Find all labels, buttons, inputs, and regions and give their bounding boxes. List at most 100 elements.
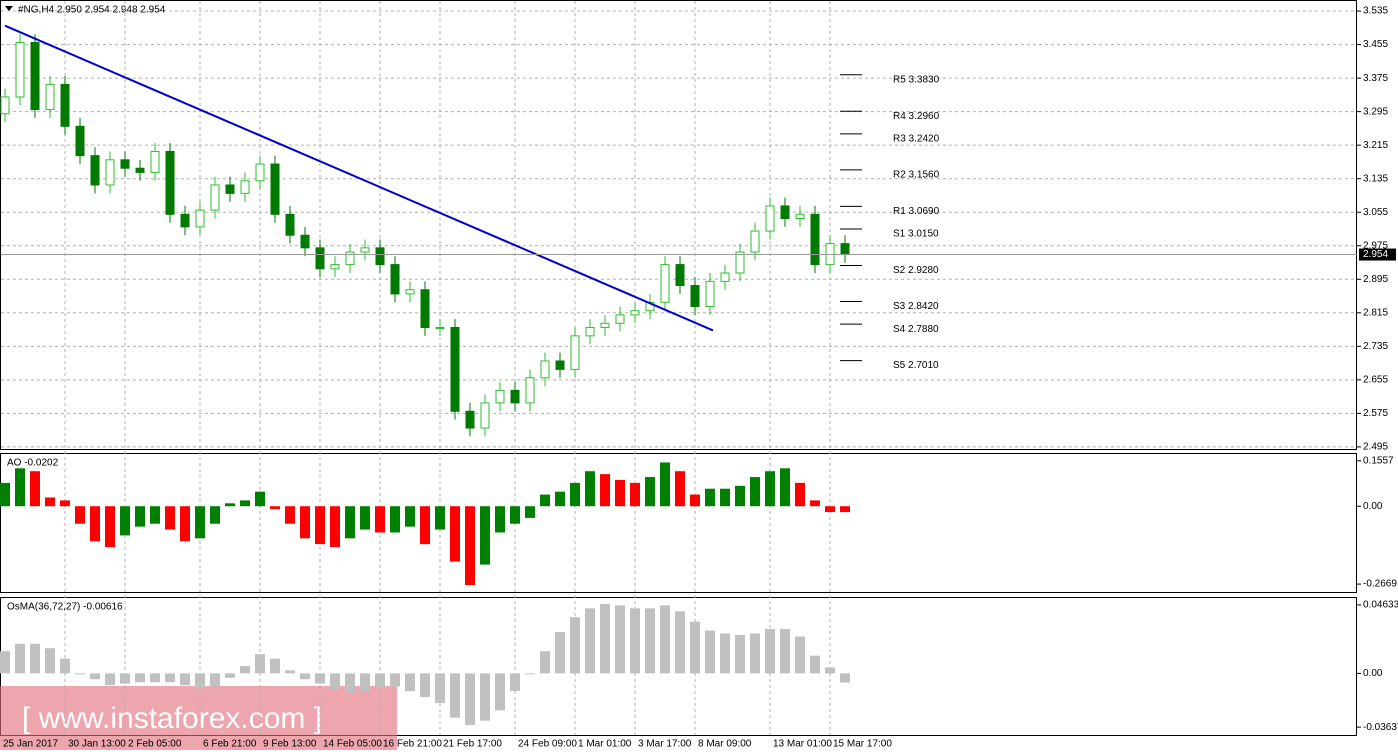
histogram-bar bbox=[450, 673, 460, 718]
candle-body bbox=[315, 247, 325, 270]
histogram-bar bbox=[585, 471, 595, 507]
histogram-bar bbox=[75, 673, 85, 675]
histogram-bar bbox=[30, 643, 40, 674]
histogram-bar bbox=[255, 491, 265, 507]
panel-title: OsMA(36,72,27) -0.00616 bbox=[7, 602, 123, 613]
candle-body bbox=[750, 230, 760, 253]
candle-body bbox=[60, 83, 70, 127]
histogram-bar bbox=[840, 506, 850, 513]
histogram-bar bbox=[765, 629, 775, 674]
pivot-label: S5 2.7010 bbox=[893, 360, 939, 371]
pivot-label: R3 3.2420 bbox=[893, 133, 940, 144]
y-tick-label: 3.135 bbox=[1363, 173, 1388, 184]
pivot-label: S4 2.7880 bbox=[893, 324, 939, 335]
histogram-bar bbox=[150, 506, 160, 524]
histogram-bar bbox=[225, 503, 235, 507]
histogram-bar bbox=[600, 474, 610, 507]
candle-body bbox=[300, 234, 310, 249]
histogram-bar bbox=[615, 605, 625, 674]
candle-body bbox=[180, 213, 190, 228]
y-tick-label: 3.455 bbox=[1363, 39, 1388, 50]
candle-body bbox=[720, 272, 730, 282]
histogram-bar bbox=[360, 506, 370, 530]
candle-body bbox=[570, 335, 580, 370]
y-tick-label: 2.895 bbox=[1363, 274, 1388, 285]
menu-arrow[interactable] bbox=[5, 6, 13, 11]
histogram-bar bbox=[705, 630, 715, 674]
pivot-label: R5 3.3830 bbox=[893, 74, 940, 85]
y-tick-label: 3.375 bbox=[1363, 73, 1388, 84]
candle-body bbox=[675, 264, 685, 287]
histogram-bar bbox=[585, 608, 595, 674]
histogram-bar bbox=[45, 497, 55, 507]
watermark: [ www.instaforex.com ] bbox=[22, 702, 322, 735]
candle-body bbox=[375, 247, 385, 266]
histogram-bar bbox=[780, 468, 790, 507]
pivot-label: R1 3.0690 bbox=[893, 206, 940, 217]
y-tick-label: 3.535 bbox=[1363, 6, 1388, 17]
pivot-label: S3 2.8420 bbox=[893, 301, 939, 312]
y-tick-label: 3.295 bbox=[1363, 106, 1388, 117]
x-tick-label: 30 Jan 13:00 bbox=[68, 739, 126, 750]
trend-line bbox=[4, 24, 714, 332]
candle-body bbox=[600, 322, 610, 328]
candle-body bbox=[15, 41, 25, 98]
watermark-box bbox=[0, 686, 397, 750]
histogram-bar bbox=[525, 506, 535, 518]
histogram-bar bbox=[360, 673, 370, 692]
histogram-bar bbox=[0, 482, 10, 507]
candle-body bbox=[840, 243, 850, 256]
candle-body bbox=[150, 150, 160, 173]
histogram-bar bbox=[570, 482, 580, 507]
candle-body bbox=[540, 360, 550, 379]
histogram-bar bbox=[30, 471, 40, 507]
x-tick-label: 15 Mar 17:00 bbox=[833, 739, 892, 750]
last-price-box bbox=[1359, 248, 1396, 261]
histogram-bar bbox=[705, 488, 715, 507]
candle-body bbox=[615, 314, 625, 324]
y-tick-label: 2.735 bbox=[1363, 341, 1388, 352]
histogram-bar bbox=[675, 611, 685, 674]
histogram-bar bbox=[645, 477, 655, 507]
histogram-bar bbox=[405, 673, 415, 692]
candle-body bbox=[345, 251, 355, 266]
histogram-bar bbox=[270, 658, 280, 674]
histogram-bar bbox=[15, 468, 25, 507]
histogram-bar bbox=[135, 506, 145, 527]
histogram-bar bbox=[345, 673, 355, 693]
candle-body bbox=[75, 125, 85, 157]
histogram-bar bbox=[540, 494, 550, 507]
x-tick-label: 16 Feb 21:00 bbox=[383, 739, 442, 750]
histogram-bar bbox=[420, 673, 430, 698]
ao-panel bbox=[0, 453, 1357, 593]
candle-body bbox=[480, 402, 490, 429]
histogram-bar bbox=[105, 673, 115, 686]
histogram-bar bbox=[165, 506, 175, 530]
histogram-bar bbox=[735, 485, 745, 507]
candle-body bbox=[135, 167, 145, 173]
candle-body bbox=[420, 289, 430, 328]
histogram-bar bbox=[60, 658, 70, 674]
histogram-bar bbox=[660, 462, 670, 507]
histogram-bar bbox=[15, 643, 25, 674]
histogram-bar bbox=[675, 471, 685, 507]
histogram-bar bbox=[735, 634, 745, 674]
histogram-bar bbox=[165, 673, 175, 683]
x-tick-label: 25 Jan 2017 bbox=[3, 739, 58, 750]
histogram-bar bbox=[195, 506, 205, 539]
histogram-bar bbox=[390, 673, 400, 687]
histogram-bar bbox=[75, 506, 85, 524]
histogram-bar bbox=[720, 633, 730, 674]
x-tick-label: 13 Mar 01:00 bbox=[773, 739, 832, 750]
histogram-bar bbox=[720, 488, 730, 507]
histogram-bar bbox=[525, 673, 535, 675]
histogram-bar bbox=[510, 673, 520, 692]
x-tick-label: 21 Feb 17:00 bbox=[443, 739, 502, 750]
pivot-label: S2 2.9280 bbox=[893, 265, 939, 276]
candle-body bbox=[240, 180, 250, 194]
candle-body bbox=[765, 205, 775, 232]
histogram-bar bbox=[45, 648, 55, 674]
candle-body bbox=[555, 360, 565, 370]
y-tick-label: 0.00 bbox=[1363, 668, 1383, 679]
